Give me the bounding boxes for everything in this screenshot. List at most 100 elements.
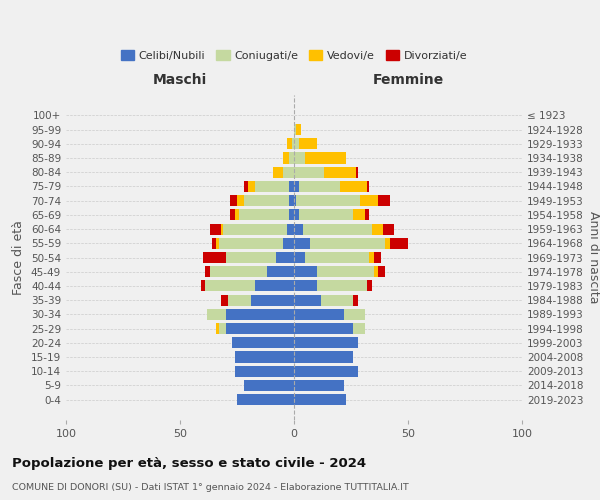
Text: Femmine: Femmine (373, 73, 443, 87)
Bar (226, 252, 276, 263)
Bar (289, 181, 294, 192)
Bar (283, 152, 289, 164)
Bar (292, 138, 294, 149)
Bar (299, 210, 353, 220)
Bar (323, 166, 356, 177)
Bar (317, 280, 367, 291)
Bar (287, 224, 294, 234)
Bar (294, 210, 299, 220)
Bar (369, 252, 374, 263)
Bar (296, 124, 301, 135)
Bar (283, 238, 294, 249)
Bar (353, 323, 365, 334)
Bar (255, 280, 294, 291)
Bar (353, 294, 358, 306)
Bar (208, 309, 226, 320)
Y-axis label: Fasce di età: Fasce di età (13, 220, 25, 295)
Bar (385, 238, 390, 249)
Bar (365, 210, 369, 220)
Bar (212, 238, 217, 249)
Bar (235, 210, 239, 220)
Bar (379, 266, 385, 278)
Bar (374, 266, 379, 278)
Text: Maschi: Maschi (153, 73, 207, 87)
Legend: Celibi/Nubili, Coniugati/e, Vedovi/e, Divorziati/e: Celibi/Nubili, Coniugati/e, Vedovi/e, Di… (116, 46, 472, 65)
Bar (353, 210, 365, 220)
Bar (289, 195, 294, 206)
Bar (235, 352, 294, 362)
Text: COMUNE DI DONORI (SU) - Dati ISTAT 1° gennaio 2024 - Elaborazione TUTTITALIA.IT: COMUNE DI DONORI (SU) - Dati ISTAT 1° ge… (12, 484, 409, 492)
Bar (228, 294, 251, 306)
Bar (283, 166, 294, 177)
Bar (294, 138, 299, 149)
Bar (379, 195, 390, 206)
Bar (367, 280, 371, 291)
Bar (251, 294, 294, 306)
Bar (244, 380, 294, 391)
Bar (203, 252, 226, 263)
Bar (209, 224, 221, 234)
Bar (356, 166, 358, 177)
Bar (235, 366, 294, 377)
Bar (294, 280, 317, 291)
Bar (248, 181, 255, 192)
Bar (294, 338, 358, 348)
Bar (205, 266, 209, 278)
Bar (299, 138, 317, 149)
Bar (305, 252, 369, 263)
Bar (294, 394, 346, 405)
Bar (317, 266, 374, 278)
Bar (294, 166, 323, 177)
Bar (237, 195, 244, 206)
Bar (294, 252, 305, 263)
Bar (367, 181, 369, 192)
Bar (305, 152, 346, 164)
Bar (299, 181, 340, 192)
Bar (219, 238, 283, 249)
Bar (209, 266, 266, 278)
Bar (296, 195, 360, 206)
Bar (360, 195, 379, 206)
Bar (294, 238, 310, 249)
Bar (230, 195, 237, 206)
Bar (322, 294, 353, 306)
Bar (344, 309, 365, 320)
Bar (226, 309, 294, 320)
Bar (340, 181, 367, 192)
Bar (294, 224, 303, 234)
Bar (294, 366, 358, 377)
Bar (223, 224, 287, 234)
Bar (383, 224, 394, 234)
Bar (374, 252, 380, 263)
Bar (217, 323, 219, 334)
Bar (274, 166, 283, 177)
Bar (294, 294, 322, 306)
Bar (266, 266, 294, 278)
Bar (294, 195, 296, 206)
Bar (294, 181, 299, 192)
Bar (390, 238, 408, 249)
Bar (371, 224, 383, 234)
Bar (244, 195, 289, 206)
Bar (219, 323, 226, 334)
Text: Popolazione per età, sesso e stato civile - 2024: Popolazione per età, sesso e stato civil… (12, 458, 366, 470)
Bar (255, 181, 289, 192)
Bar (294, 124, 296, 135)
Bar (287, 138, 292, 149)
Bar (230, 210, 235, 220)
Bar (303, 224, 371, 234)
Bar (294, 352, 353, 362)
Bar (239, 210, 289, 220)
Bar (217, 238, 219, 249)
Bar (237, 394, 294, 405)
Bar (276, 252, 294, 263)
Bar (294, 309, 344, 320)
Bar (310, 238, 385, 249)
Bar (200, 280, 205, 291)
Bar (289, 210, 294, 220)
Bar (294, 152, 305, 164)
Bar (289, 152, 294, 164)
Bar (244, 181, 248, 192)
Bar (205, 280, 255, 291)
Bar (294, 323, 353, 334)
